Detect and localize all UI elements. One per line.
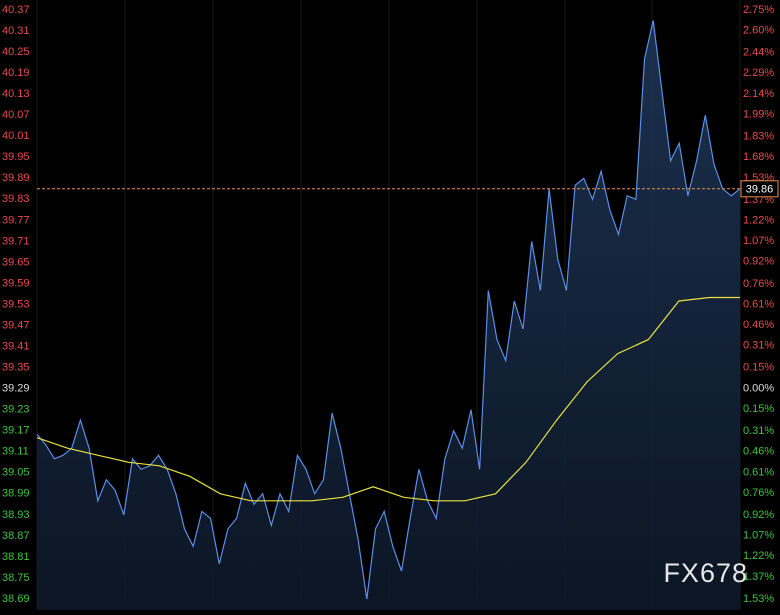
- y2-tick-label: 1.07%: [743, 235, 774, 247]
- y2-tick-label: 0.31%: [743, 425, 774, 437]
- y2-tick-label: 1.68%: [743, 151, 774, 163]
- y2-tick-label: 0.15%: [743, 362, 774, 374]
- y2-tick-label: 0.00%: [743, 382, 774, 394]
- y-tick-label: 39.89: [2, 172, 30, 184]
- y-tick-label: 39.17: [2, 425, 30, 437]
- y-tick-label: 39.71: [2, 235, 30, 247]
- y-tick-label: 39.65: [2, 256, 30, 268]
- y2-tick-label: 0.76%: [743, 278, 774, 290]
- y-tick-label: 40.37: [2, 4, 30, 16]
- price-area: [37, 20, 740, 610]
- y2-tick-label: 2.75%: [743, 4, 774, 16]
- plot: 40.37 40.31 40.25 40.19 40.13 40.07 40.01 39.95…: [2, 4, 779, 610]
- y-tick-label: 39.05: [2, 467, 30, 479]
- ref-value-box: [740, 180, 779, 198]
- y-tick-label: 39.95: [2, 151, 30, 163]
- y-tick-label: 38.75: [2, 572, 30, 584]
- y2-tick-label: 0.46%: [743, 446, 774, 458]
- y2-tick-label: 1.22%: [743, 214, 774, 226]
- y2-tick-label: 0.31%: [743, 340, 774, 352]
- y2-tick-label: 2.29%: [743, 67, 774, 79]
- y-tick-label: 39.53: [2, 298, 30, 310]
- y2-tick-label: 1.22%: [743, 550, 774, 562]
- y2-tick-label: 0.46%: [743, 319, 774, 331]
- y-tick-label: 40.13: [2, 88, 30, 100]
- y-tick-label: 40.31: [2, 25, 30, 37]
- y-tick-label: 39.29: [2, 383, 30, 395]
- y-tick-label: 39.83: [2, 193, 30, 205]
- y2-tick-label: 1.07%: [743, 530, 774, 542]
- y-tick-label: 38.99: [2, 488, 30, 500]
- y-tick-label: 39.77: [2, 214, 30, 226]
- y2-tick-label: 2.44%: [743, 47, 774, 59]
- y-tick-label: 39.35: [2, 362, 30, 374]
- y-tick-label: 39.11: [2, 446, 29, 458]
- y2-tick-label: 0.76%: [743, 487, 774, 499]
- y-tick-label: 39.23: [2, 404, 30, 416]
- y-tick-label: 40.07: [2, 109, 30, 121]
- y-tick-label: 38.81: [2, 551, 30, 563]
- watermark: FX678: [663, 558, 748, 588]
- price-line: [36, 20, 741, 600]
- y2-tick-label: 1.99%: [743, 108, 774, 120]
- y2-tick-label: 1.83%: [743, 131, 774, 143]
- average-line: [36, 296, 740, 502]
- y-tick-label: 39.59: [2, 277, 30, 289]
- y-tick-label: 39.41: [2, 340, 30, 352]
- y2-tick-label: 0.61%: [743, 298, 774, 310]
- y-tick-label: 38.69: [2, 593, 30, 605]
- y2-tick-label: 2.60%: [743, 25, 774, 37]
- y-tick-label: 40.25: [2, 46, 30, 58]
- y2-tick-label: 0.92%: [743, 256, 774, 268]
- y-tick-label: 39.47: [2, 319, 30, 331]
- y-tick-label: 38.93: [2, 509, 30, 521]
- y-tick-label: 40.19: [2, 67, 30, 79]
- y2-tick-label: 1.37%: [743, 571, 774, 583]
- y2-tick-label: 1.53%: [743, 593, 774, 605]
- y-tick-label: 38.87: [2, 530, 30, 542]
- y2-tick-label: 0.15%: [743, 403, 774, 415]
- y2-tick-label: 2.14%: [743, 88, 774, 100]
- y2-tick-label: 0.61%: [743, 466, 774, 478]
- y2-tick-label: 0.92%: [743, 509, 774, 521]
- y-tick-label: 40.01: [2, 130, 30, 142]
- ref-value-label: 39.86: [746, 184, 774, 196]
